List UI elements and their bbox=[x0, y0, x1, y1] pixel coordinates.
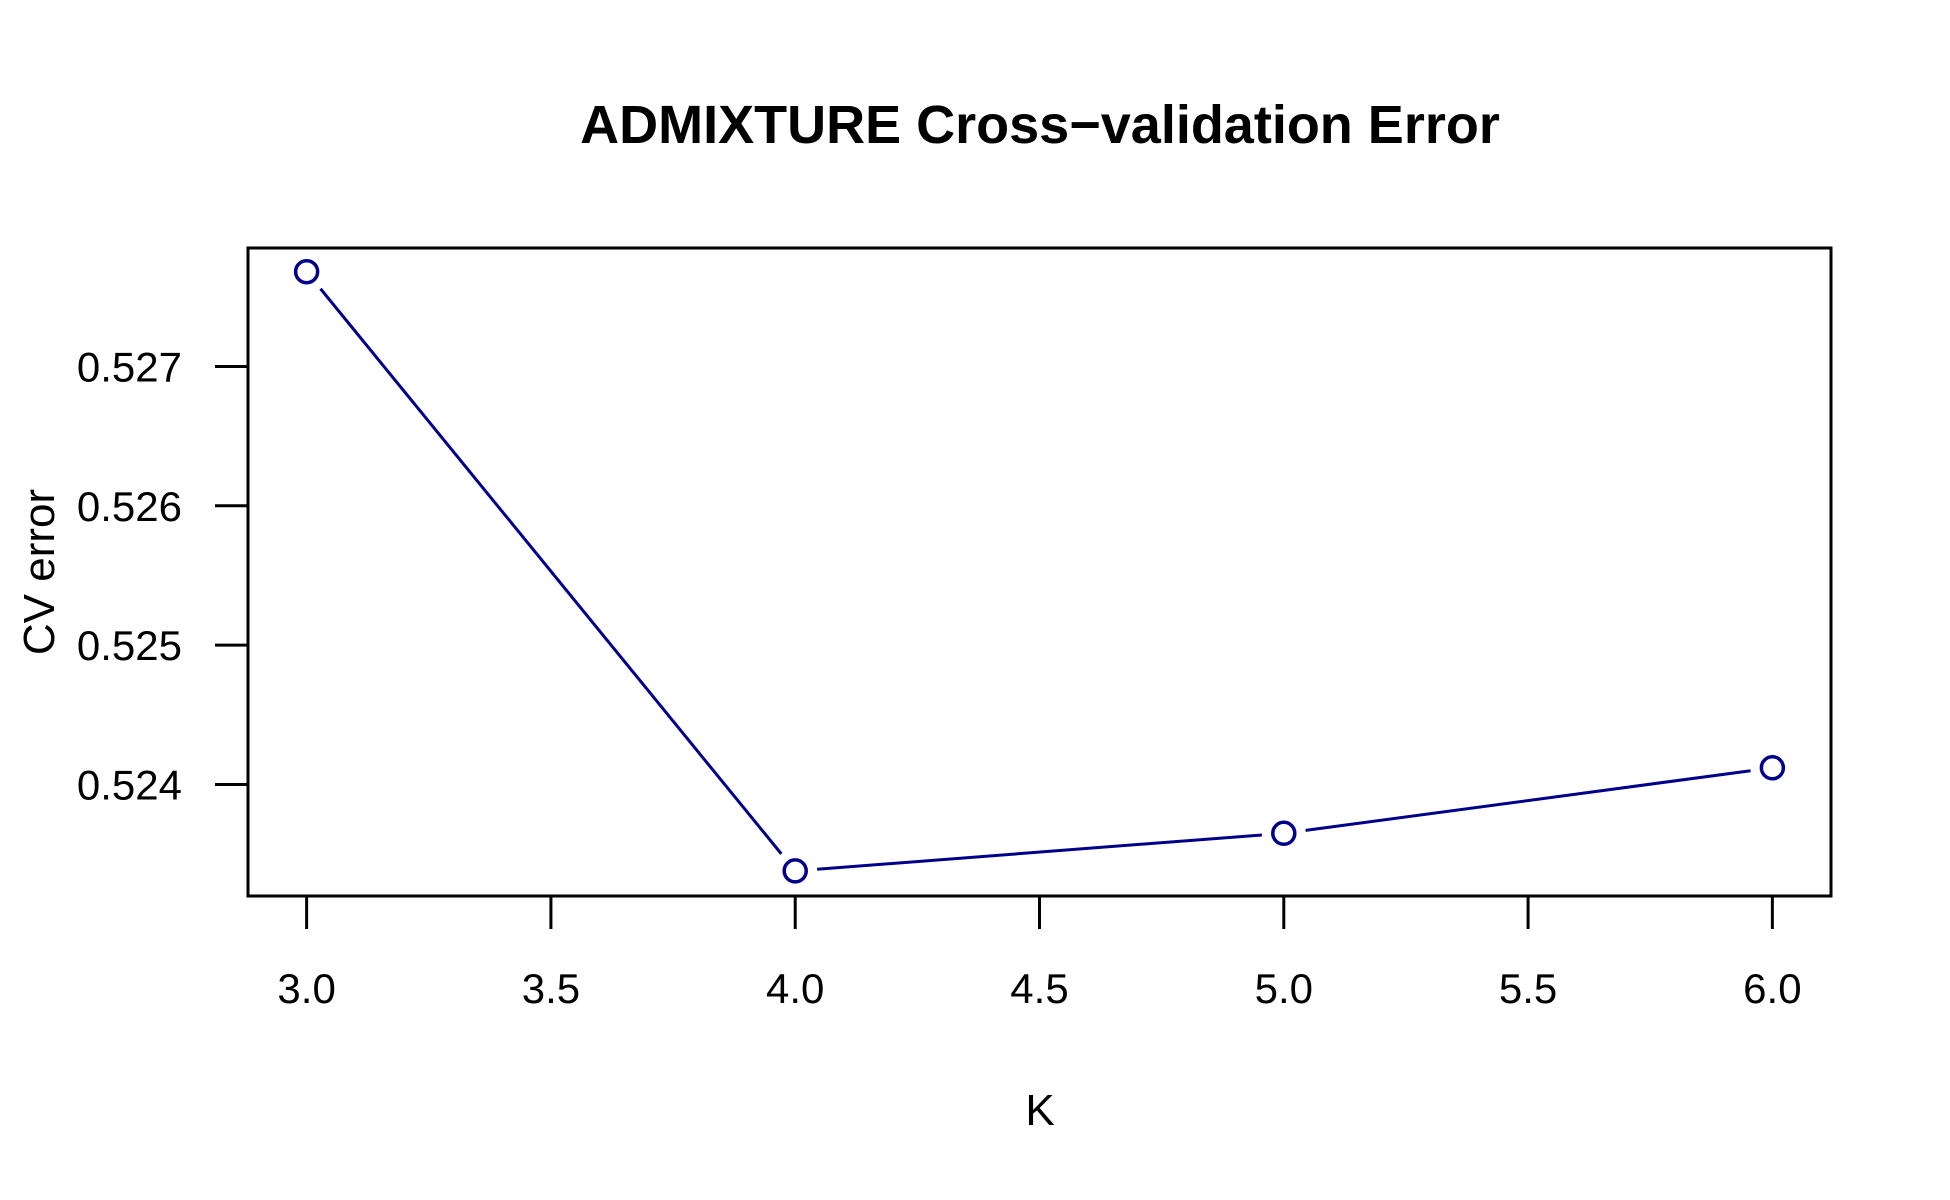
x-axis-label: K bbox=[1025, 1086, 1054, 1135]
x-tick-label: 4.5 bbox=[1010, 965, 1068, 1012]
data-point bbox=[782, 858, 808, 884]
y-axis: 0.524 0.525 0.526 0.527 bbox=[77, 343, 248, 809]
x-tick-label: 3.0 bbox=[277, 965, 335, 1012]
x-tick-label: 4.0 bbox=[766, 965, 824, 1012]
data-point bbox=[1271, 820, 1297, 847]
x-tick-label: 3.5 bbox=[522, 965, 580, 1012]
x-tick-label: 5.5 bbox=[1499, 965, 1557, 1012]
y-tick-label: 0.524 bbox=[77, 762, 182, 809]
y-tick-label: 0.525 bbox=[77, 622, 182, 669]
series-segment bbox=[319, 287, 783, 855]
x-tick-label: 5.0 bbox=[1255, 965, 1313, 1012]
x-tick-label: 6.0 bbox=[1743, 965, 1801, 1012]
chart-title: ADMIXTURE Cross−validation Error bbox=[580, 95, 1500, 155]
plot-frame bbox=[246, 246, 1833, 898]
series-segment bbox=[817, 833, 1262, 871]
y-tick-label: 0.526 bbox=[77, 483, 182, 530]
x-axis: 3.0 3.5 4.0 4.5 5.0 5.5 6.0 bbox=[277, 896, 1802, 1012]
series-line bbox=[293, 258, 1786, 884]
series-segment bbox=[1305, 769, 1751, 832]
data-point bbox=[293, 258, 320, 285]
y-axis-label: CV error bbox=[15, 489, 64, 655]
data-point bbox=[1759, 755, 1786, 781]
y-tick-label: 0.527 bbox=[77, 343, 182, 390]
